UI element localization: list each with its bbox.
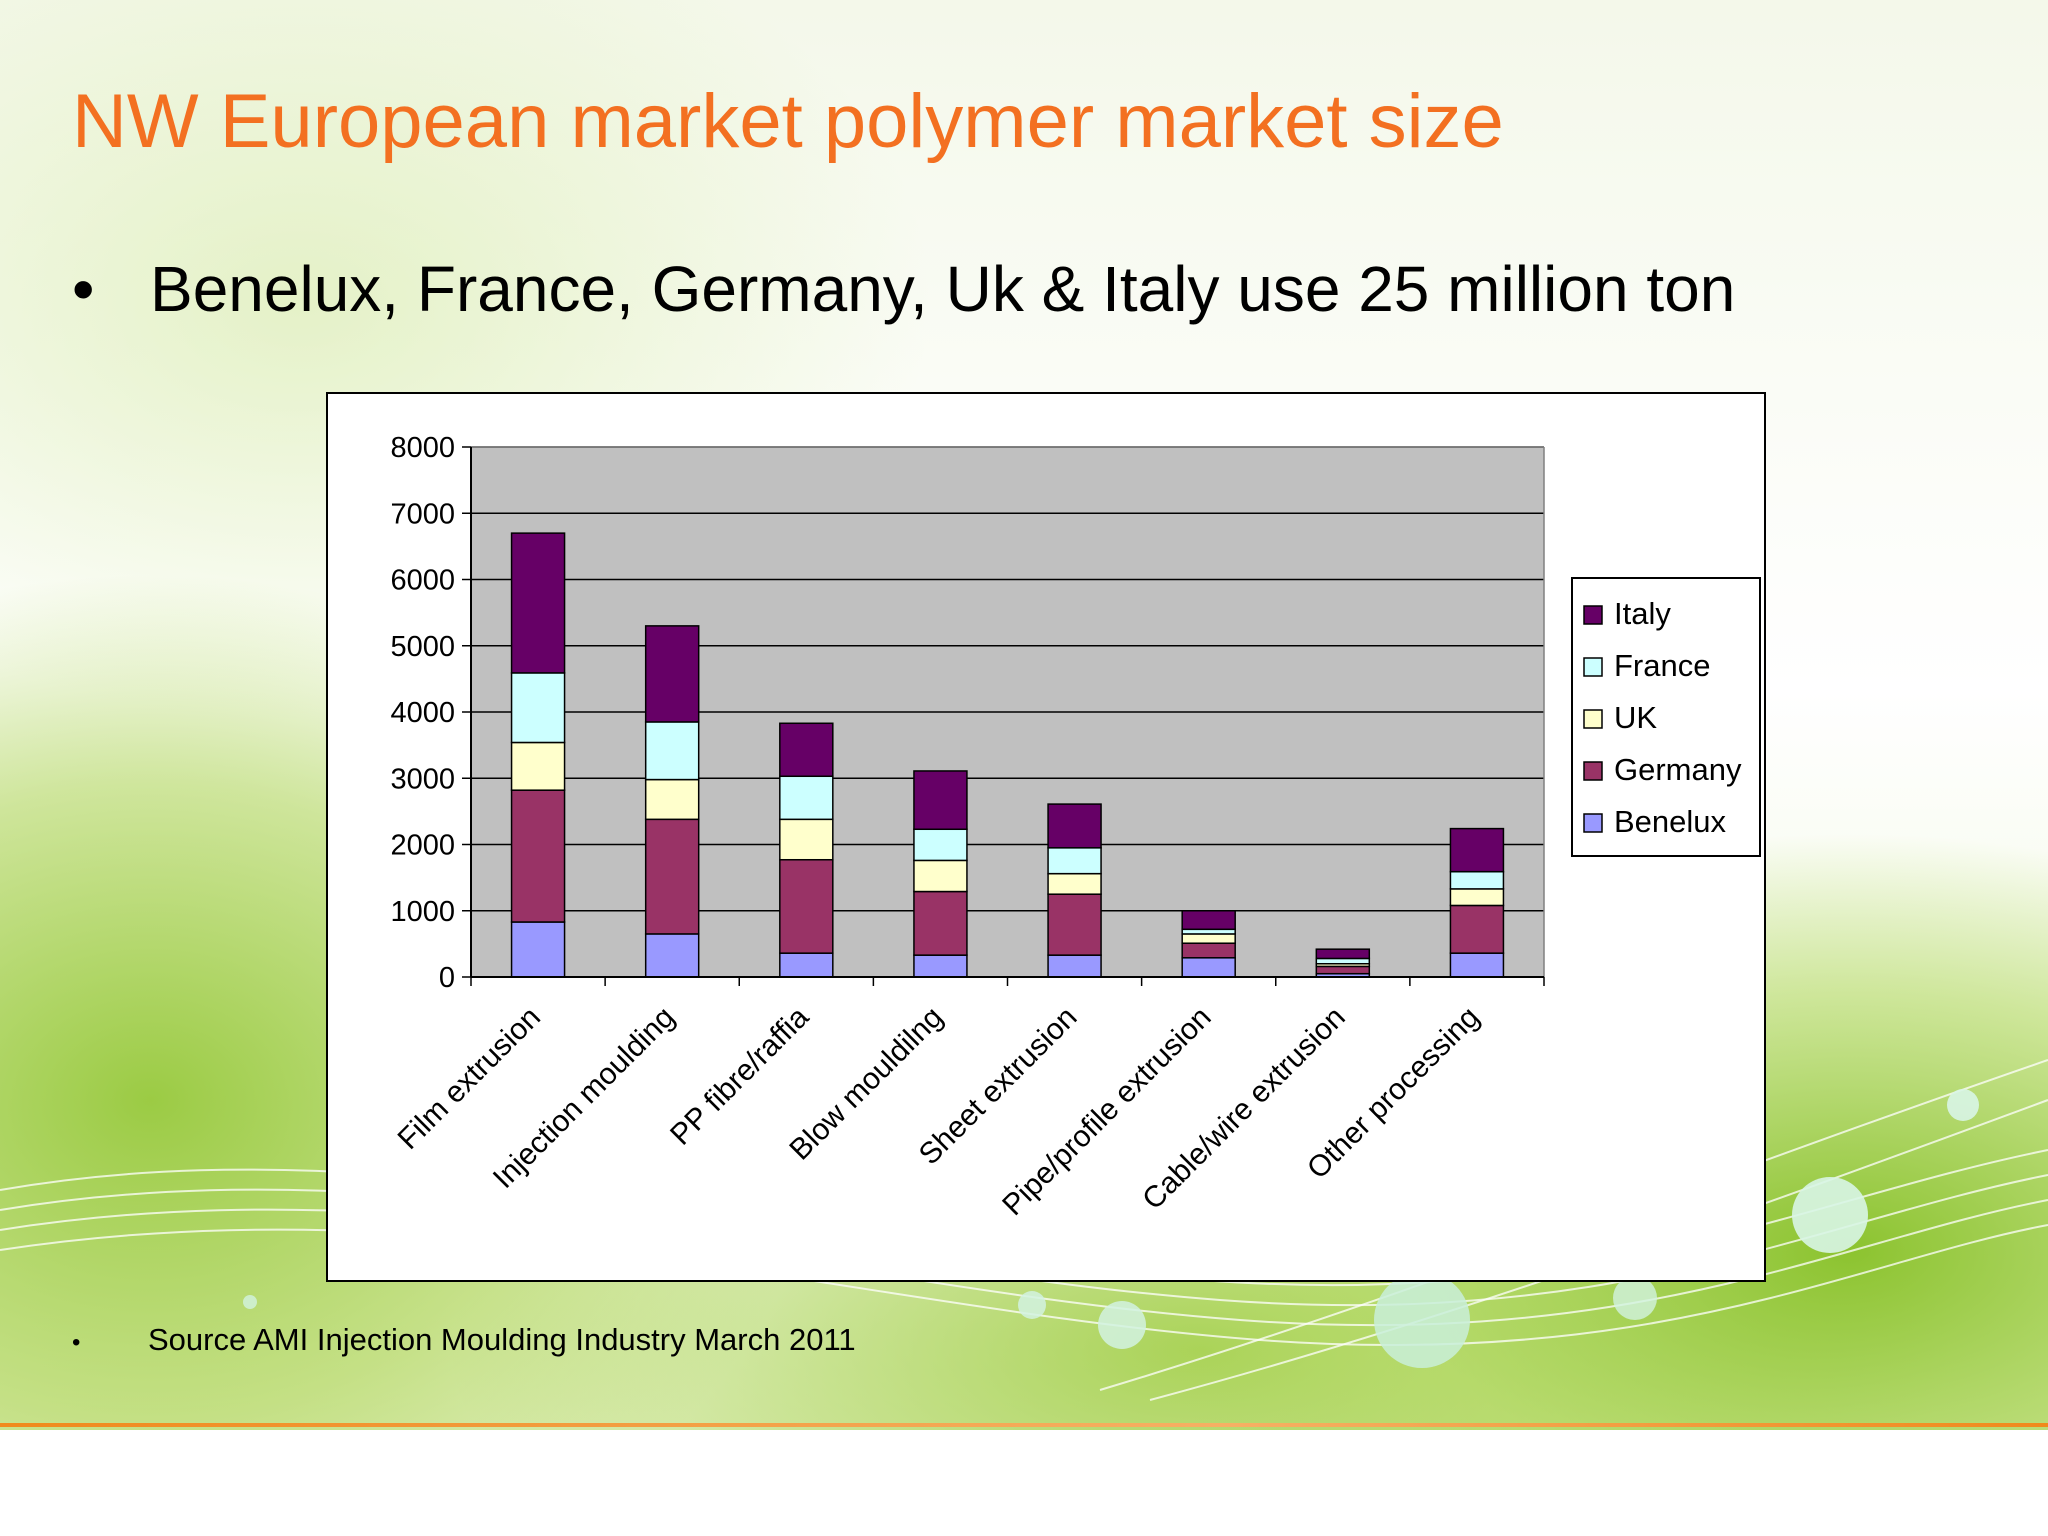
bullet-dot: • xyxy=(72,253,95,325)
legend-label-benelux: Benelux xyxy=(1614,804,1727,839)
bar-segment-benelux xyxy=(913,954,968,978)
source-text: Source AMI Injection Moulding Industry M… xyxy=(148,1322,856,1357)
bubble-decoration xyxy=(1613,1276,1657,1320)
bar-segment-france xyxy=(1449,870,1505,890)
bar-segment-italy xyxy=(510,532,566,674)
bar-segment-italy xyxy=(913,770,968,831)
bar-segment-italy xyxy=(1047,803,1102,849)
bar-segment-italy xyxy=(644,625,700,723)
legend-box xyxy=(1571,577,1761,857)
bar-segment-uk xyxy=(779,818,834,861)
y-tick-label: 8000 xyxy=(390,432,455,464)
bar-segment-france xyxy=(510,672,566,744)
bar-segment-uk xyxy=(1047,872,1102,895)
legend-swatch-germany xyxy=(1583,761,1603,781)
bullet-point: • Benelux, France, Germany, Uk & Italy us… xyxy=(72,252,1735,326)
bar-segment-uk xyxy=(1449,888,1505,907)
bar-segment-uk xyxy=(510,741,566,791)
x-category-label: PP fibre/raffia xyxy=(664,1000,815,1151)
bar-segment-italy xyxy=(779,722,834,778)
bar-segment-france xyxy=(1047,847,1102,875)
legend-swatch-italy xyxy=(1583,605,1603,625)
legend-swatch-france xyxy=(1583,657,1603,677)
bar-segment-germany xyxy=(1181,942,1236,959)
bar-segment-italy xyxy=(1181,910,1236,931)
legend: Italy France UK Germany Benelux xyxy=(1571,577,1761,857)
legend-label-germany: Germany xyxy=(1614,752,1742,787)
bar-segment-benelux xyxy=(779,952,834,978)
bubble-decoration xyxy=(1792,1177,1868,1253)
x-category-label: Film extrusion xyxy=(392,1001,547,1156)
source-note: • Source AMI Injection Moulding Industry … xyxy=(72,1322,856,1358)
bar-segment-france xyxy=(913,828,968,862)
bubble-decoration xyxy=(243,1295,257,1309)
y-tick-label: 2000 xyxy=(390,830,455,862)
bar-segment-france xyxy=(779,775,834,821)
page-title: NW European market polymer market size xyxy=(72,79,1504,164)
bubble-decoration xyxy=(1098,1301,1146,1349)
bullet-dot: • xyxy=(72,1329,81,1356)
bar-segment-germany xyxy=(1315,965,1371,975)
legend-label-uk: UK xyxy=(1614,700,1657,735)
legend-label-italy: Italy xyxy=(1614,596,1671,631)
footer-rule xyxy=(0,1423,2048,1427)
y-tick-label: 6000 xyxy=(390,565,455,597)
footer-band xyxy=(0,1430,2048,1536)
bar-segment-germany xyxy=(1047,893,1102,956)
bar-segment-benelux xyxy=(1181,957,1236,978)
bar-segment-uk xyxy=(644,778,700,821)
bar-segment-germany xyxy=(644,818,700,935)
bar-segment-benelux xyxy=(510,921,566,978)
bubble-decoration xyxy=(1018,1291,1046,1319)
bullet-text: Benelux, France, Germany, Uk & Italy use… xyxy=(150,253,1736,325)
legend-swatch-uk xyxy=(1583,709,1603,729)
bar-segment-italy xyxy=(1315,948,1371,960)
bar-segment-france xyxy=(644,721,700,781)
y-tick-label: 4000 xyxy=(390,697,455,729)
bar-segment-germany xyxy=(510,789,566,923)
legend-swatch-benelux xyxy=(1583,813,1603,833)
bar-segment-italy xyxy=(1449,827,1505,873)
bar-segment-germany xyxy=(779,858,834,954)
y-tick-label: 1000 xyxy=(390,896,455,928)
y-tick-label: 7000 xyxy=(390,498,455,530)
y-tick-label: 5000 xyxy=(390,631,455,663)
legend-label-france: France xyxy=(1614,648,1710,683)
stacked-bar-chart: 0 1000 2000 3000 4000 5000 6000 7000 8000 Film ex… xyxy=(390,432,1761,1222)
bar-segment-uk xyxy=(913,859,968,893)
bar-segment-benelux xyxy=(1449,952,1505,978)
y-tick-label: 3000 xyxy=(390,763,455,795)
bubble-decoration xyxy=(1374,1272,1470,1368)
bubble-decoration xyxy=(1947,1089,1979,1121)
bar-segment-benelux xyxy=(1047,954,1102,978)
bar-segment-germany xyxy=(913,890,968,956)
chart-container: 0 1000 2000 3000 4000 5000 6000 7000 8000 Film ex… xyxy=(326,392,1766,1282)
bar-segment-uk xyxy=(1181,933,1236,944)
bar-segment-benelux xyxy=(644,933,700,978)
bar-segment-germany xyxy=(1449,904,1505,954)
bar-segment-france xyxy=(1315,957,1371,965)
bars xyxy=(510,532,1505,978)
y-tick-label: 0 xyxy=(439,962,455,994)
